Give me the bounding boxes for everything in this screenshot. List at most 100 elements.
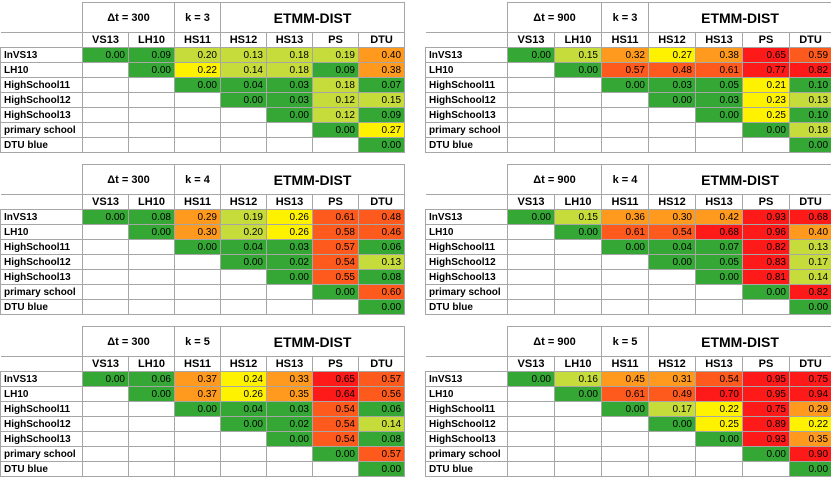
column-header: HS13 bbox=[696, 195, 743, 210]
column-header: HS13 bbox=[696, 357, 743, 372]
empty-cell bbox=[555, 138, 602, 153]
row-label: HighSchool12 bbox=[426, 417, 508, 432]
empty-cell bbox=[313, 300, 359, 315]
row-label: LH10 bbox=[1, 225, 83, 240]
value-cell: 0.45 bbox=[602, 372, 649, 387]
empty-cell bbox=[267, 138, 313, 153]
value-cell: 0.61 bbox=[602, 225, 649, 240]
empty-cell bbox=[83, 225, 129, 240]
k-header: k = 3 bbox=[602, 3, 649, 33]
empty-cell bbox=[129, 270, 175, 285]
column-header: PS bbox=[313, 33, 359, 48]
value-cell: 0.54 bbox=[649, 225, 696, 240]
value-cell: 0.13 bbox=[221, 48, 267, 63]
metric-title: ETMM-DIST bbox=[649, 327, 831, 357]
empty-cell bbox=[555, 108, 602, 123]
value-cell: 0.04 bbox=[221, 240, 267, 255]
row-label: InVS13 bbox=[1, 372, 83, 387]
row-label: InVS13 bbox=[426, 372, 508, 387]
column-header: HS12 bbox=[649, 33, 696, 48]
empty-cell bbox=[508, 93, 555, 108]
value-cell: 0.18 bbox=[267, 63, 313, 78]
empty-cell bbox=[602, 108, 649, 123]
column-header: HS13 bbox=[696, 33, 743, 48]
value-cell: 0.08 bbox=[359, 432, 405, 447]
empty-cell bbox=[175, 300, 221, 315]
metric-title: ETMM-DIST bbox=[221, 165, 405, 195]
row-label: primary school bbox=[426, 447, 508, 462]
empty-cell bbox=[313, 462, 359, 477]
delta-t-header: Δt = 900 bbox=[508, 165, 602, 195]
k-header: k = 5 bbox=[175, 327, 221, 357]
corner-cell bbox=[1, 195, 83, 210]
value-cell: 0.57 bbox=[602, 63, 649, 78]
value-cell: 0.04 bbox=[221, 402, 267, 417]
empty-cell bbox=[508, 255, 555, 270]
value-cell: 0.15 bbox=[555, 210, 602, 225]
value-cell: 0.00 bbox=[696, 270, 743, 285]
empty-cell bbox=[555, 270, 602, 285]
column-header: HS11 bbox=[602, 33, 649, 48]
value-cell: 0.08 bbox=[129, 210, 175, 225]
empty-cell bbox=[649, 285, 696, 300]
value-cell: 0.30 bbox=[175, 225, 221, 240]
column-header: HS13 bbox=[267, 357, 313, 372]
empty-cell bbox=[508, 447, 555, 462]
value-cell: 0.00 bbox=[649, 93, 696, 108]
value-cell: 0.05 bbox=[696, 255, 743, 270]
value-cell: 0.27 bbox=[359, 123, 405, 138]
value-cell: 0.00 bbox=[267, 432, 313, 447]
value-cell: 0.03 bbox=[649, 78, 696, 93]
empty-cell bbox=[508, 300, 555, 315]
value-cell: 0.57 bbox=[359, 447, 405, 462]
row-label: InVS13 bbox=[426, 210, 508, 225]
empty-cell bbox=[508, 402, 555, 417]
row-label: primary school bbox=[426, 285, 508, 300]
value-cell: 0.00 bbox=[221, 93, 267, 108]
metric-title: ETMM-DIST bbox=[649, 165, 831, 195]
empty-cell bbox=[602, 93, 649, 108]
column-header: LH10 bbox=[129, 195, 175, 210]
value-cell: 0.00 bbox=[83, 372, 129, 387]
empty-cell bbox=[508, 432, 555, 447]
value-cell: 0.00 bbox=[508, 48, 555, 63]
value-cell: 0.12 bbox=[313, 108, 359, 123]
empty-cell bbox=[649, 447, 696, 462]
value-cell: 0.54 bbox=[313, 432, 359, 447]
empty-cell bbox=[555, 123, 602, 138]
value-cell: 0.00 bbox=[129, 63, 175, 78]
value-cell: 0.54 bbox=[696, 372, 743, 387]
empty-cell bbox=[508, 270, 555, 285]
value-cell: 0.46 bbox=[359, 225, 405, 240]
row-label: HighSchool11 bbox=[1, 240, 83, 255]
empty-cell bbox=[649, 108, 696, 123]
value-cell: 0.57 bbox=[359, 372, 405, 387]
value-cell: 0.19 bbox=[313, 48, 359, 63]
empty-cell bbox=[508, 240, 555, 255]
value-cell: 0.81 bbox=[743, 270, 790, 285]
column-header: HS11 bbox=[602, 195, 649, 210]
value-cell: 0.61 bbox=[602, 387, 649, 402]
row-label: LH10 bbox=[426, 387, 508, 402]
column-header: DTU bbox=[790, 33, 831, 48]
column-header: HS11 bbox=[175, 195, 221, 210]
row-label: HighSchool13 bbox=[426, 432, 508, 447]
metric-title: ETMM-DIST bbox=[649, 3, 831, 33]
empty-cell bbox=[175, 417, 221, 432]
empty-cell bbox=[175, 123, 221, 138]
empty-cell bbox=[175, 270, 221, 285]
value-cell: 0.29 bbox=[175, 210, 221, 225]
empty-cell bbox=[696, 285, 743, 300]
row-label: HighSchool11 bbox=[426, 78, 508, 93]
